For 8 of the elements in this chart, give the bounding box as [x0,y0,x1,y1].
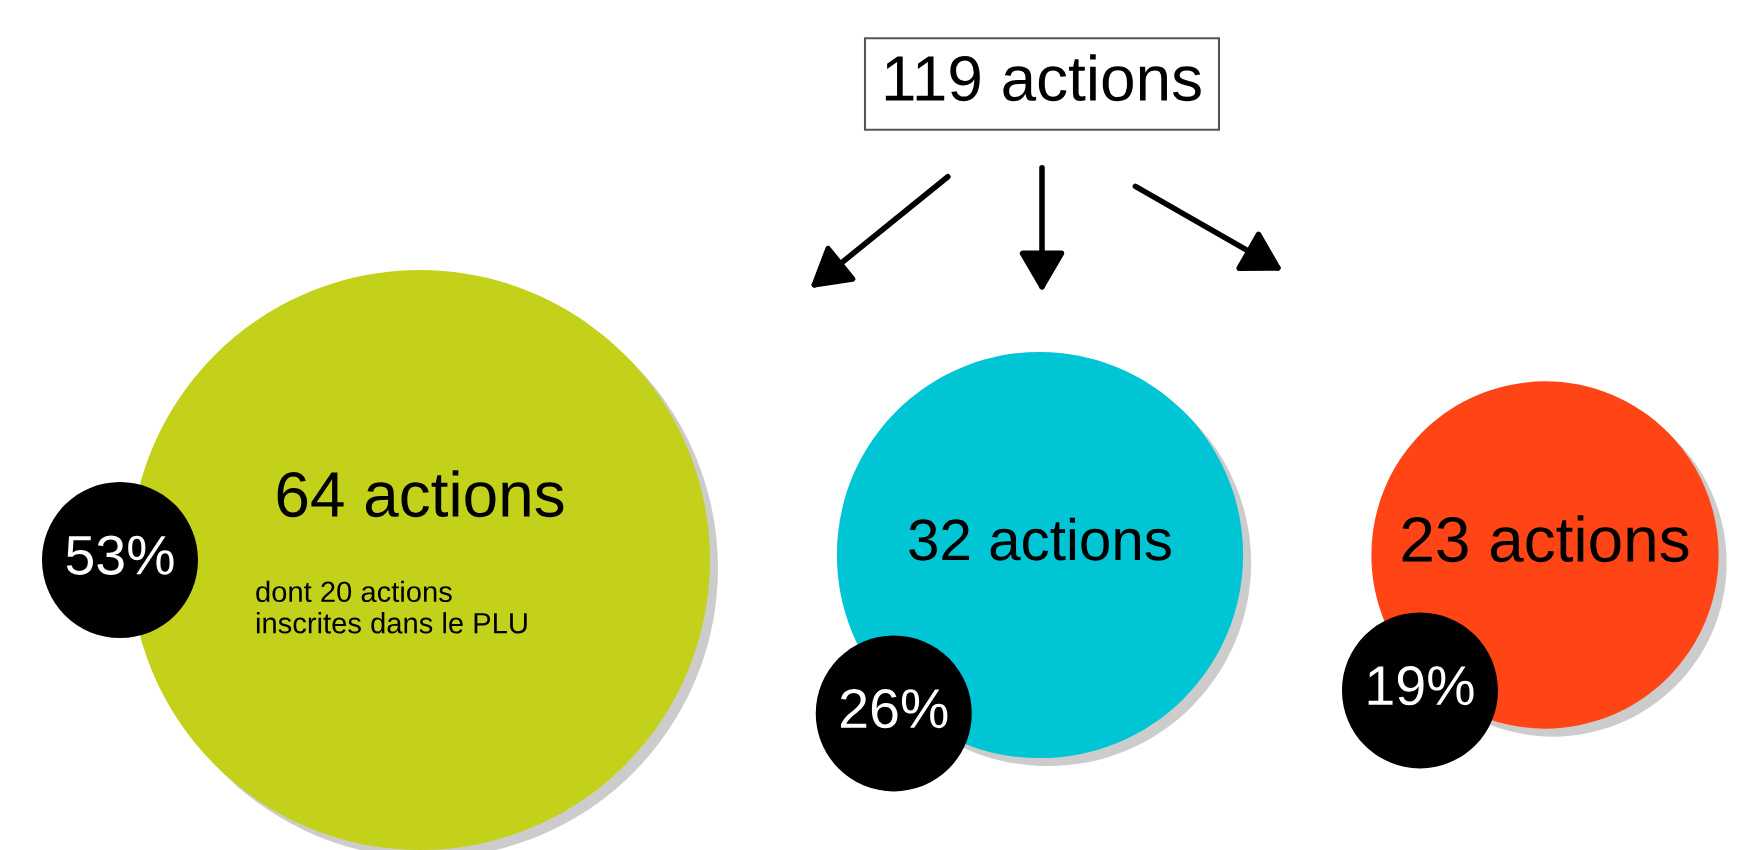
data-label: 26% [840,689,948,729]
data-label: 19% [1368,666,1474,706]
text: 32 actions [909,517,1171,561]
text: dont 20 actions inscrites dans le PLU [256,580,527,634]
text: 119 actions [885,54,1201,102]
text: 64 actions [277,470,564,518]
text: 23 actions [1402,515,1689,563]
data-label: 53% [66,535,174,575]
